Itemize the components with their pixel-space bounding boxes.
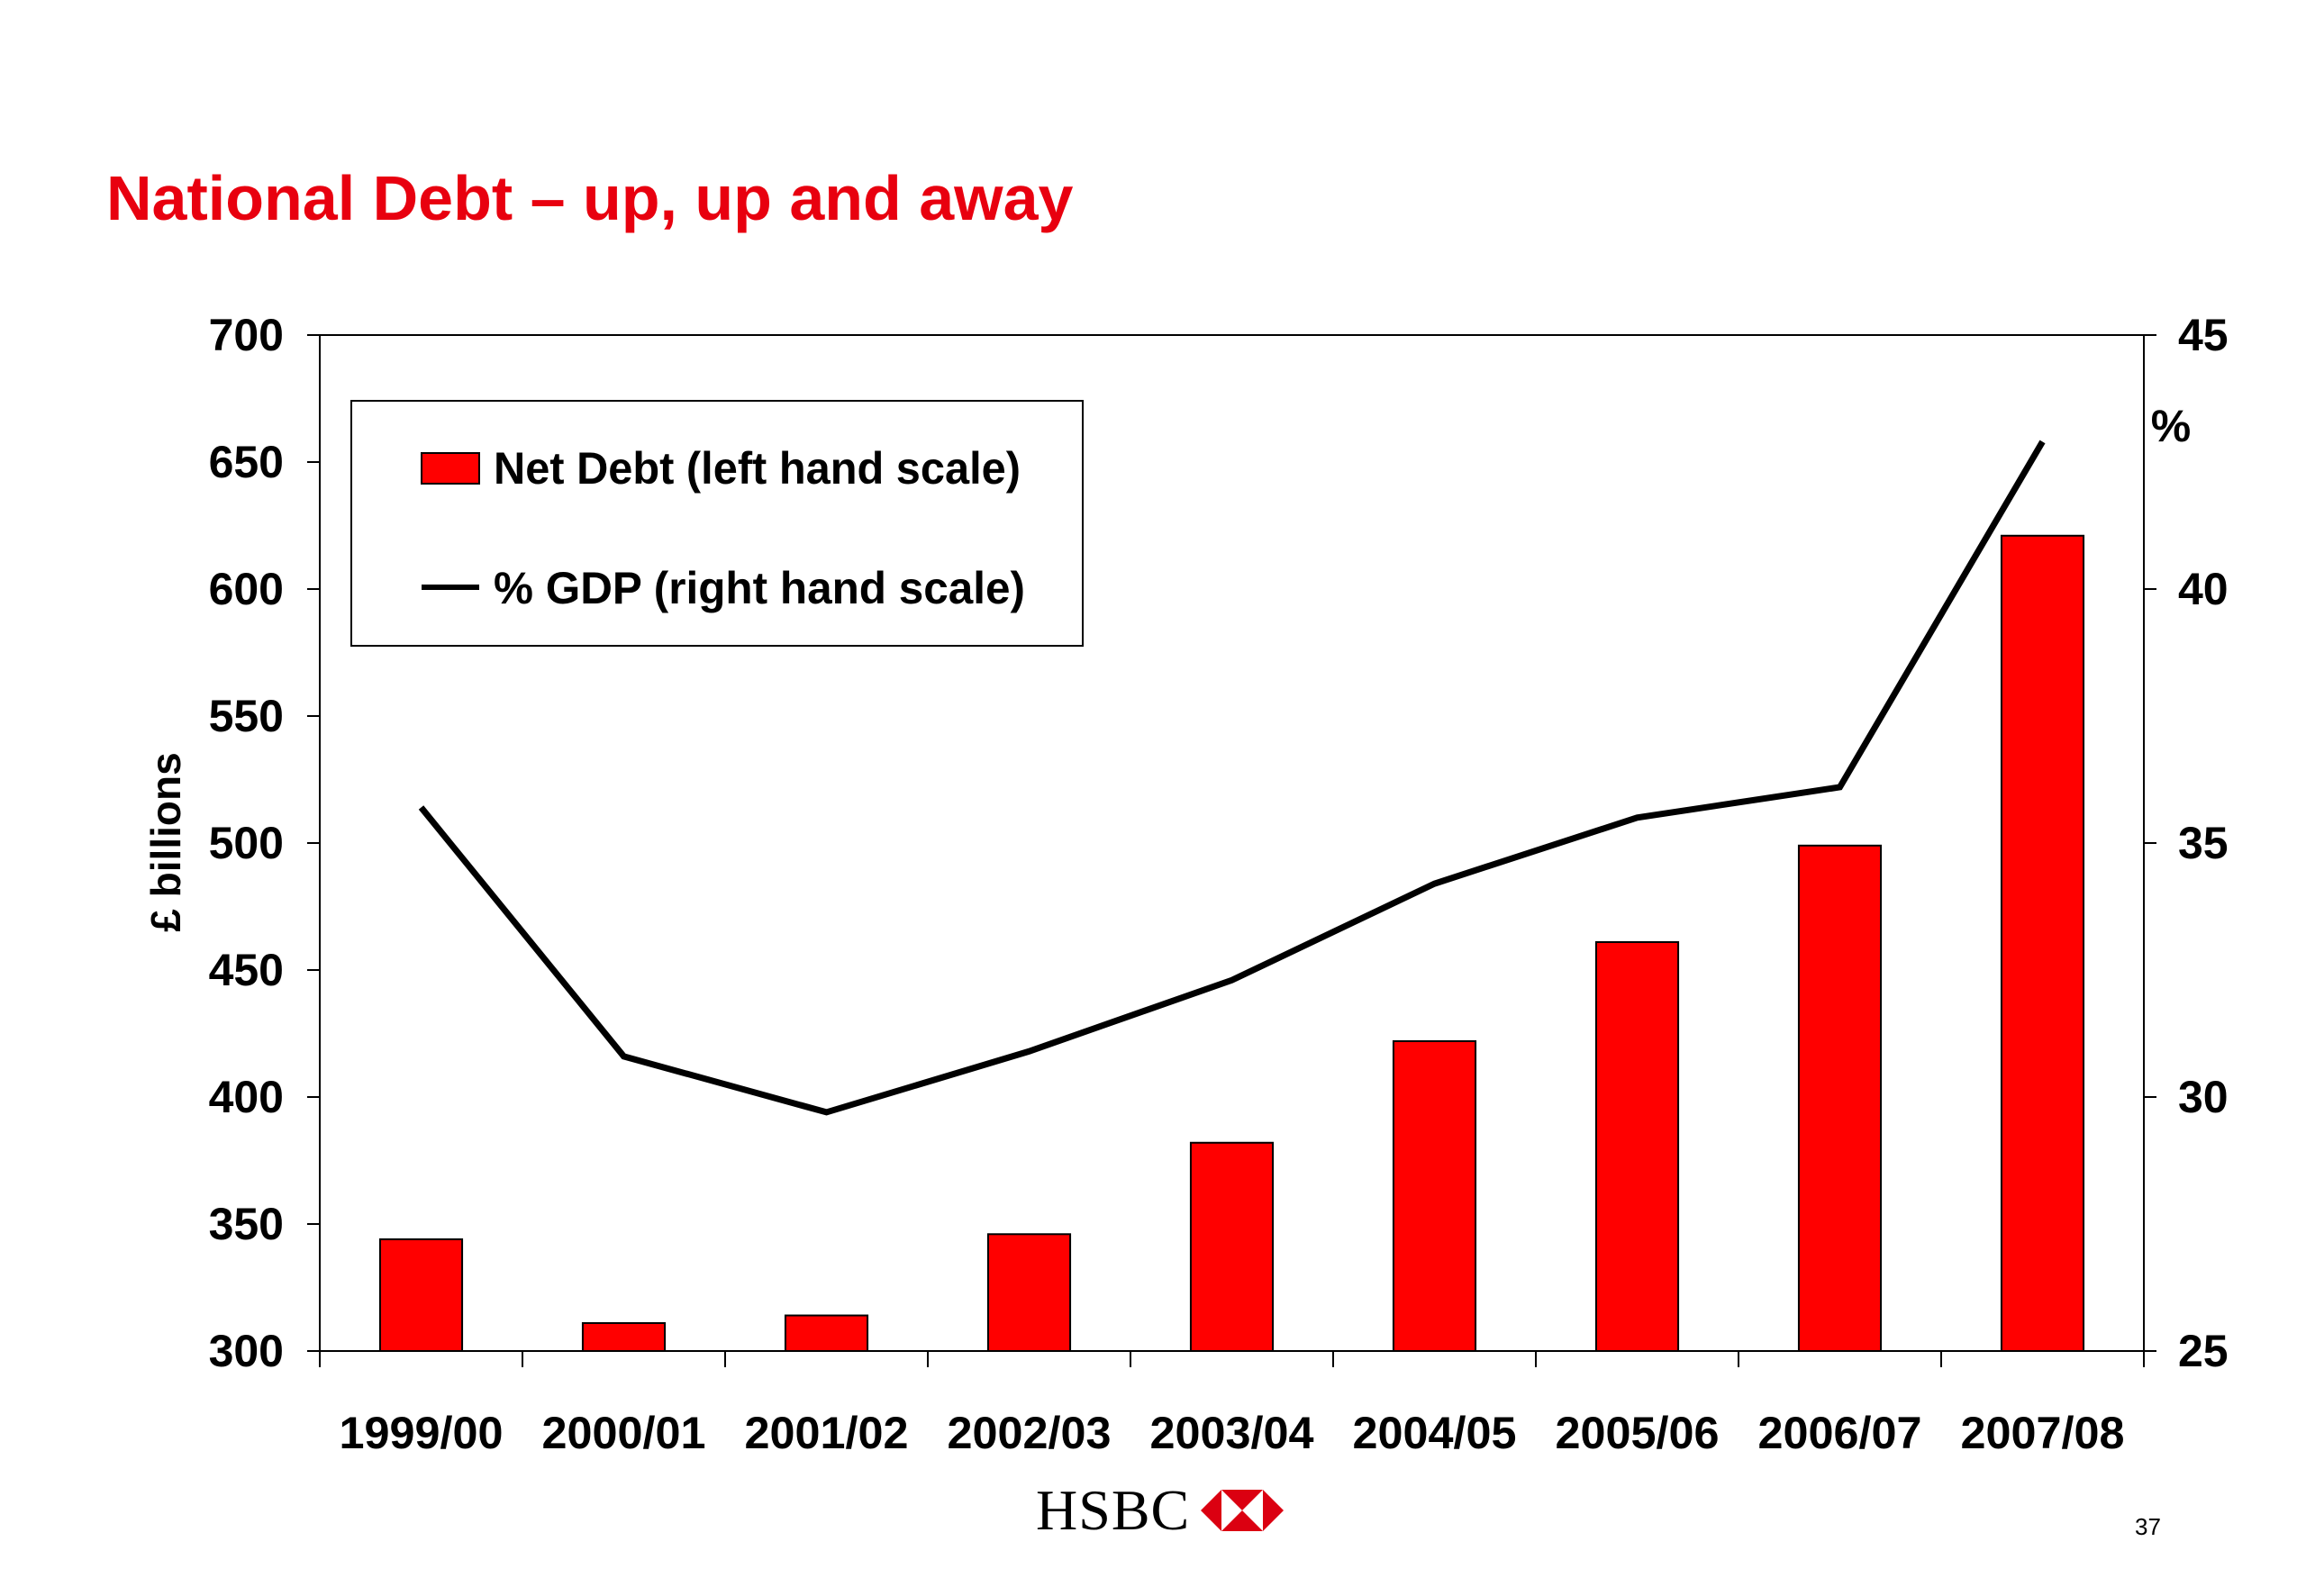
bar-net-debt-2003/04 [1189,1141,1275,1353]
line-layer [418,440,2046,1116]
x-tick-label-2002/03: 2002/03 [948,1408,1112,1458]
y-tick-label-650: 650 [209,437,284,487]
bar-net-debt-2005/06 [1594,940,1680,1352]
logo-text: HSBC [1036,1478,1191,1542]
y-tick-label-550: 550 [209,691,284,741]
hsbc-hexagon-icon [1201,1490,1285,1531]
y-tick-label-400: 400 [209,1072,284,1122]
y-axis-label: £ billions [142,752,189,931]
bar-net-debt-2000/01 [581,1321,667,1352]
bar-net-debt-2002/03 [986,1233,1072,1353]
legend-label-net-debt: Net Debt (left hand scale) [494,443,1021,494]
x-tick-label-2000/01: 2000/01 [542,1408,706,1458]
x-tick-label-2007/08: 2007/08 [1961,1408,2125,1458]
y-tick-label-600: 600 [209,564,284,614]
y2-axis-label: % [2151,401,2191,451]
bar-net-debt-1999/00 [378,1238,464,1353]
legend-label-gdp: % GDP (right hand scale) [494,563,1025,613]
x-tick-label-1999/00: 1999/00 [340,1408,504,1458]
x-tick-label-2001/02: 2001/02 [745,1408,909,1458]
x-tick-label-2003/04: 2003/04 [1150,1408,1314,1458]
y-tick-label-450: 450 [209,945,284,995]
x-tick-label-2004/05: 2004/05 [1353,1408,1517,1458]
y-tick-label-300: 300 [209,1326,284,1376]
y-tick-label-350: 350 [209,1199,284,1249]
x-tick-label-2006/07: 2006/07 [1758,1408,1922,1458]
line-gdp-percent [418,440,2046,1116]
bar-net-debt-2004/05 [1392,1039,1477,1352]
y2-tick-label-35: 35 [2178,818,2229,868]
y2-tick-label-25: 25 [2178,1326,2229,1376]
bar-net-debt-2001/02 [784,1314,869,1353]
axes-layer: 300 350 400 450 500 550 600 650 700 25 30 35 40 45 199… [142,310,2229,1458]
legend: Net Debt (left hand scale) % GDP (right … [350,400,1084,647]
slide-title: National Debt – up, up and away [106,163,1074,233]
bar-net-debt-2006/07 [1797,844,1883,1352]
bar-net-debt-2007/08 [2000,534,2085,1352]
y2-tick-label-45: 45 [2178,310,2229,360]
x-tick-label-2005/06: 2005/06 [1556,1408,1720,1458]
legend-box [350,400,1084,647]
y2-tick-label-40: 40 [2178,564,2229,614]
hsbc-logo: HSBC [1036,1477,1285,1544]
y-tick-label-500: 500 [209,818,284,868]
y2-tick-label-30: 30 [2178,1072,2229,1122]
page-number: 37 [2135,1513,2161,1540]
legend-swatch-net-debt [421,452,480,485]
y-tick-label-700: 700 [209,310,284,360]
bars-layer [378,534,2085,1353]
